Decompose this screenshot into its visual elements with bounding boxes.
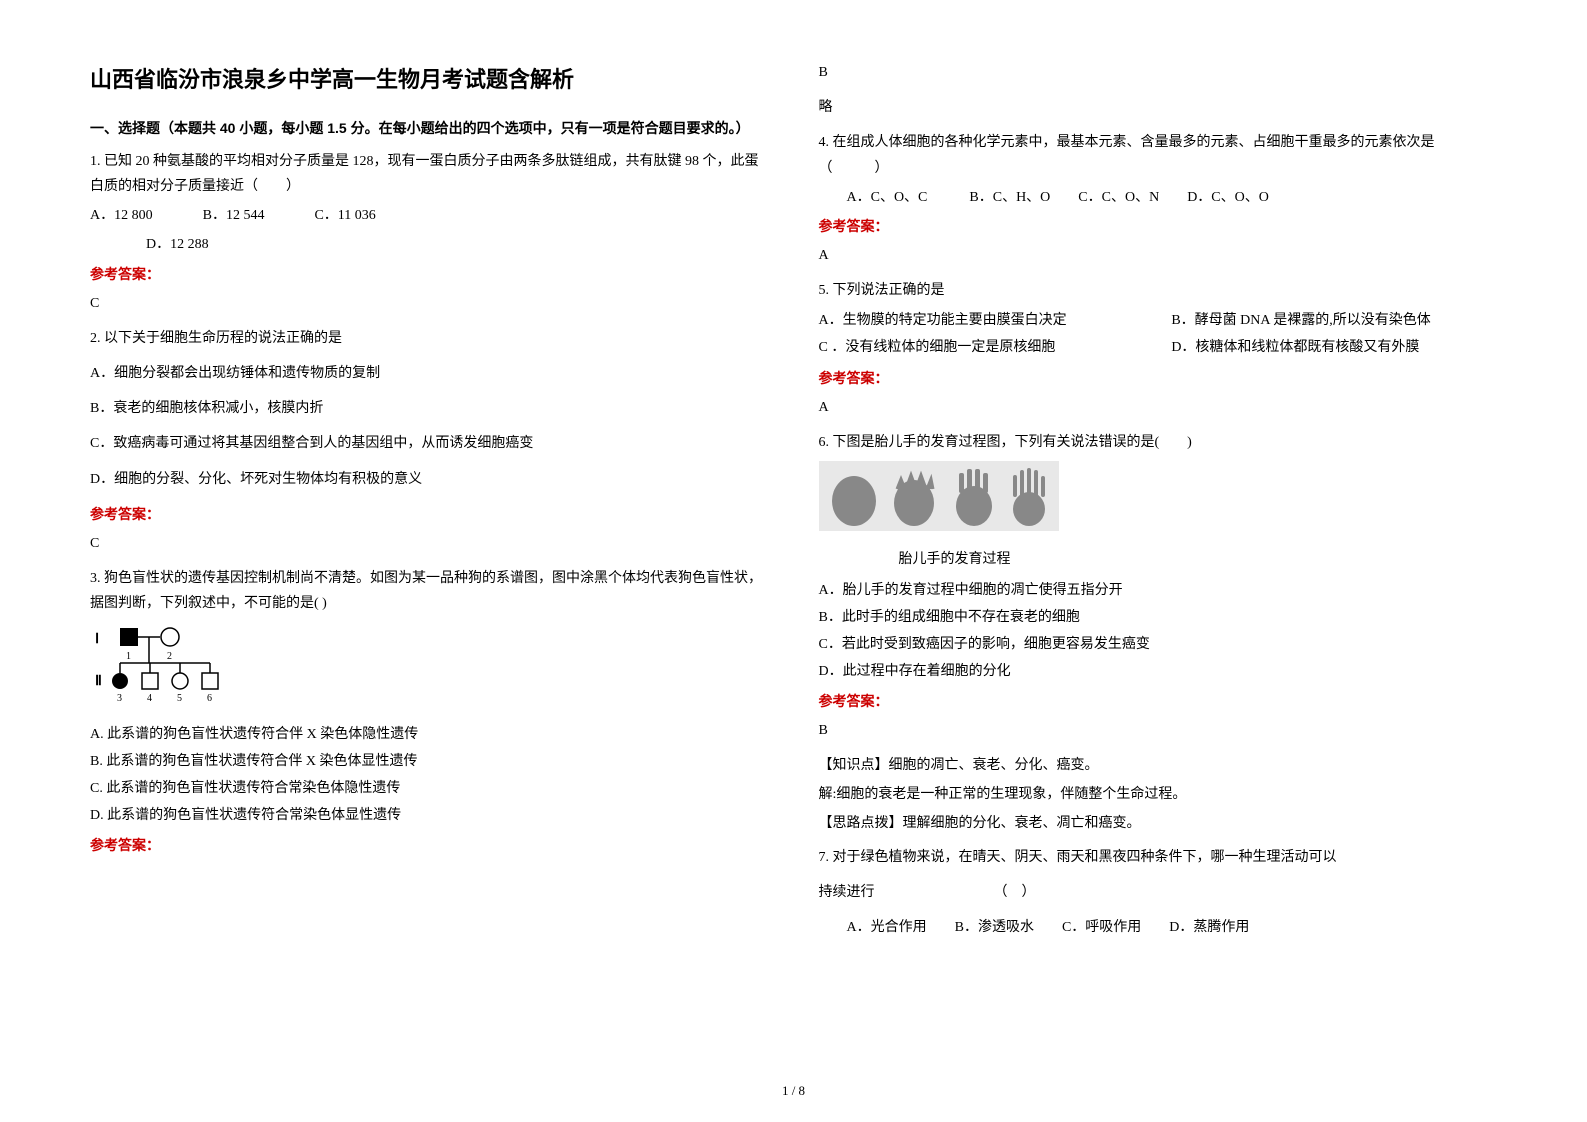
question-4: 4. 在组成人体细胞的各种化学元素中，最基本元素、含量最多的元素、占细胞干重最多… [819, 130, 1498, 268]
q7-opts: A．光合作用 B．渗透吸水 C．呼吸作用 D．蒸腾作用 [819, 915, 1498, 940]
q2-optB: B．衰老的细胞核体积减小，核膜内折 [90, 396, 769, 421]
section-heading: 一、选择题（本题共 40 小题，每小题 1.5 分。在每小题给出的四个选项中，只… [90, 116, 769, 141]
q1-optA: A．12 800 [90, 203, 153, 228]
q6-answer: B [819, 718, 1498, 743]
q3-optD: D. 此系谱的狗色盲性状遗传符合常染色体显性遗传 [90, 803, 769, 828]
page-title: 山西省临汾市浪泉乡中学高一生物月考试题含解析 [90, 60, 769, 100]
q6-optB: B．此时手的组成细胞中不存在衰老的细胞 [819, 605, 1498, 630]
q6-text: 6. 下图是胎儿手的发育过程图，下列有关说法错误的是( ) [819, 430, 1498, 455]
q1-text: 1. 已知 20 种氨基酸的平均相对分子质量是 128，现有一蛋白质分子由两条多… [90, 149, 769, 199]
q3-answer2: 略 [819, 95, 1498, 120]
gen2-num-5: 5 [177, 693, 182, 703]
pedigree-female-affected-3 [112, 673, 128, 689]
hand-development-image [819, 461, 1498, 540]
question-1: 1. 已知 20 种氨基酸的平均相对分子质量是 128，现有一蛋白质分子由两条多… [90, 149, 769, 316]
q3-answer-label: 参考答案： [90, 833, 769, 858]
q1-answer: C [90, 291, 769, 316]
q6-optD: D．此过程中存在着细胞的分化 [819, 659, 1498, 684]
q3-answer: B [819, 60, 1498, 85]
q1-options: A．12 800 B．12 544 C．11 036 [90, 203, 769, 228]
right-column: B 略 4. 在组成人体细胞的各种化学元素中，最基本元素、含量最多的元素、占细胞… [819, 60, 1498, 948]
pedigree-male-affected-1 [120, 628, 138, 646]
q3-optC: C. 此系谱的狗色盲性状遗传符合常染色体隐性遗传 [90, 776, 769, 801]
q1-optD: D．12 288 [90, 232, 769, 257]
hand-stage-1 [832, 476, 876, 526]
gen1-num-1: 1 [126, 651, 131, 662]
hand-stage-2 [894, 475, 934, 526]
gen2-num-6: 6 [207, 693, 212, 703]
q3-optB: B. 此系谱的狗色盲性状遗传符合伴 X 染色体显性遗传 [90, 749, 769, 774]
q4-answer: A [819, 243, 1498, 268]
q3-optA: A. 此系谱的狗色盲性状遗传符合伴 X 染色体隐性遗传 [90, 722, 769, 747]
q4-text: 4. 在组成人体细胞的各种化学元素中，最基本元素、含量最多的元素、占细胞干重最多… [819, 130, 1498, 180]
q2-optA: A．细胞分裂都会出现纺锤体和遗传物质的复制 [90, 361, 769, 386]
q5-answer-label: 参考答案： [819, 366, 1498, 391]
hand-caption: 胎儿手的发育过程 [899, 547, 1498, 572]
pedigree-male-4 [142, 673, 158, 689]
q6-optA: A．胎儿手的发育过程中细胞的凋亡使得五指分开 [819, 578, 1498, 603]
q5-optD: D．核糖体和线粒体都既有核酸又有外膜 [1171, 335, 1419, 360]
q1-optC: C．11 036 [314, 203, 375, 228]
q7-text2: 持续进行 （ ） [819, 880, 1498, 905]
pedigree-female-1 [161, 628, 179, 646]
question-7: 7. 对于绿色植物来说，在晴天、阴天、雨天和黑夜四种条件下，哪一种生理活动可以 … [819, 845, 1498, 941]
gen1-label: Ⅰ [95, 632, 99, 647]
q2-optD: D．细胞的分裂、分化、坏死对生物体均有积极的意义 [90, 467, 769, 492]
gen1-num-2: 2 [167, 651, 172, 662]
page-footer: 1 / 8 [0, 1079, 1587, 1102]
left-column: 山西省临汾市浪泉乡中学高一生物月考试题含解析 一、选择题（本题共 40 小题，每… [90, 60, 769, 948]
q2-answer-label: 参考答案： [90, 502, 769, 527]
q6-answer-label: 参考答案： [819, 689, 1498, 714]
q5-optC: C ．没有线粒体的细胞一定是原核细胞 [819, 335, 1172, 360]
q6-note1: 【知识点】细胞的凋亡、衰老、分化、癌变。 [819, 753, 1498, 778]
q2-optC: C．致癌病毒可通过将其基因组整合到人的基因组中，从而诱发细胞癌变 [90, 431, 769, 456]
q1-answer-label: 参考答案： [90, 262, 769, 287]
gen2-num-3: 3 [117, 693, 122, 703]
q7-text1: 7. 对于绿色植物来说，在晴天、阴天、雨天和黑夜四种条件下，哪一种生理活动可以 [819, 845, 1498, 870]
q4-opts: A．C、O、C B．C、H、O C．C、O、N D．C、O、O [819, 185, 1498, 210]
q6-note2: 解:细胞的衰老是一种正常的生理现象，伴随整个生命过程。 [819, 782, 1498, 807]
q4-answer-label: 参考答案： [819, 214, 1498, 239]
gen2-label: Ⅱ [95, 674, 102, 689]
q5-answer: A [819, 395, 1498, 420]
question-2: 2. 以下关于细胞生命历程的说法正确的是 A．细胞分裂都会出现纺锤体和遗传物质的… [90, 326, 769, 556]
pedigree-male-6 [202, 673, 218, 689]
q5-optB: B．酵母菌 DNA 是裸露的,所以没有染色体 [1171, 308, 1430, 333]
q5-optA: A．生物膜的特定功能主要由膜蛋白决定 [819, 308, 1172, 333]
q3-text: 3. 狗色盲性状的遗传基因控制机制尚不清楚。如图为某一品种狗的系谱图，图中涂黑个… [90, 566, 769, 616]
pedigree-female-5 [172, 673, 188, 689]
q5-text: 5. 下列说法正确的是 [819, 278, 1498, 303]
gen2-num-4: 4 [147, 693, 152, 703]
q2-text: 2. 以下关于细胞生命历程的说法正确的是 [90, 326, 769, 351]
question-6: 6. 下图是胎儿手的发育过程图，下列有关说法错误的是( ) [819, 430, 1498, 836]
q6-optC: C．若此时受到致癌因子的影响，细胞更容易发生癌变 [819, 632, 1498, 657]
q1-optB: B．12 544 [203, 203, 265, 228]
q6-note3: 【思路点拨】理解细胞的分化、衰老、凋亡和癌变。 [819, 811, 1498, 836]
question-3: 3. 狗色盲性状的遗传基因控制机制尚不清楚。如图为某一品种狗的系谱图，图中涂黑个… [90, 566, 769, 858]
question-5: 5. 下列说法正确的是 A．生物膜的特定功能主要由膜蛋白决定 B．酵母菌 DNA… [819, 278, 1498, 420]
pedigree-diagram: Ⅰ 1 2 Ⅱ 3 [90, 623, 769, 712]
q2-answer: C [90, 531, 769, 556]
